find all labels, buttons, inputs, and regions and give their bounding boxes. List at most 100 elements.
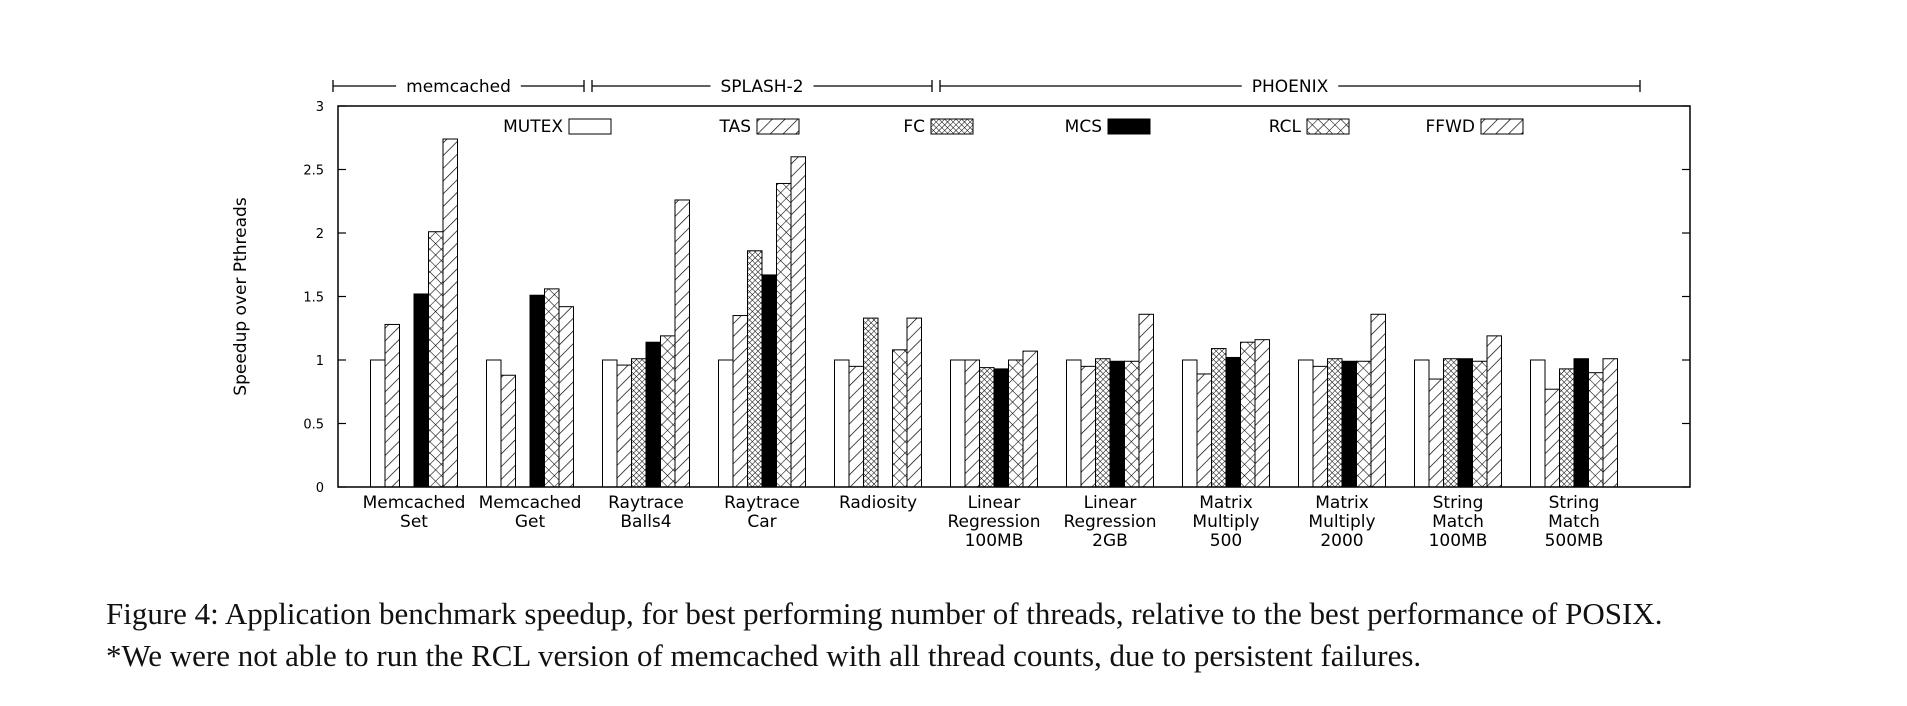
group-label-1: SPLASH-2: [720, 77, 803, 97]
bar-ffwd-1: [558, 306, 574, 488]
legend-swatch-fc: [930, 118, 974, 135]
bar-mutex-8: [1298, 359, 1314, 488]
legend-swatch-mutex: [568, 118, 612, 135]
category-label-line: Matrix: [1315, 493, 1369, 513]
bar-tas-0: [384, 323, 400, 488]
bar-mcs-0: [413, 293, 429, 488]
y-axis-label: Speedup over Pthreads: [231, 197, 251, 396]
bar-ffwd-9: [1486, 335, 1502, 488]
bar-mcs-7: [1225, 356, 1241, 488]
bar-mutex-7: [1182, 359, 1198, 488]
bar-mutex-9: [1414, 359, 1430, 488]
y-tick-label: 2.5: [303, 164, 324, 179]
bar-rcl-2: [660, 335, 676, 488]
category-label-line: Linear: [968, 493, 1021, 513]
category-label-line: 2000: [1320, 531, 1363, 551]
legend-label-rcl: RCL: [1269, 117, 1302, 137]
bar-fc-10: [1559, 368, 1575, 488]
bar-fc-9: [1443, 358, 1459, 488]
category-label-line: 100MB: [1429, 531, 1488, 551]
bar-mcs-6: [1109, 360, 1125, 488]
caption-line-1: Figure 4: Application benchmark speedup,…: [106, 596, 1663, 631]
bar-mcs-3: [761, 274, 777, 488]
category-label: Memcached Get: [479, 493, 582, 532]
plot-frame: [337, 105, 1691, 488]
bar-tas-6: [1080, 365, 1096, 488]
category-label-line: Matrix: [1199, 493, 1253, 513]
bar-mutex-3: [718, 359, 734, 488]
legend-label-mutex: MUTEX: [503, 117, 563, 137]
y-tick-label: 0: [316, 481, 324, 496]
bar-rcl-1: [544, 288, 560, 488]
legend-swatch-mcs: [1107, 118, 1151, 135]
category-label-line: 500: [1210, 531, 1242, 551]
bar-ffwd-4: [906, 317, 922, 488]
bar-mutex-1: [486, 359, 502, 488]
benchmark-groups: memcached SPLASH-2 PHOENIX: [332, 77, 1641, 97]
category-label-line: Balls4: [620, 512, 671, 532]
bar-rcl-3: [776, 182, 792, 488]
bars: [370, 138, 1618, 488]
bar-tas-10: [1544, 388, 1560, 488]
bar-rcl-6: [1124, 360, 1140, 488]
bar-mutex-6: [1066, 359, 1082, 488]
category-label-line: Regression: [1064, 512, 1157, 532]
bar-mcs-9: [1457, 358, 1473, 488]
category-label: Memcached Set: [363, 493, 466, 532]
bar-rcl-4: [892, 349, 908, 488]
y-tick-label: 3: [316, 100, 324, 115]
caption-line-2: *We were not able to run the RCL version…: [106, 638, 1422, 673]
y-tick-label: 1: [316, 354, 324, 369]
category-label: String Match 500MB: [1545, 493, 1604, 551]
category-label-line: String: [1433, 493, 1484, 513]
legend-swatch-rcl: [1306, 118, 1350, 135]
bar-fc-3: [747, 250, 763, 488]
bar-rcl-8: [1356, 360, 1372, 488]
bar-tas-2: [616, 364, 632, 488]
category-label-line: Match: [1548, 512, 1600, 532]
bar-tas-5: [964, 359, 980, 488]
category-label-line: 100MB: [965, 531, 1024, 551]
bar-fc-6: [1095, 358, 1111, 488]
group-label-0: memcached: [406, 77, 511, 97]
legend-label-tas: TAS: [719, 117, 752, 137]
y-tick-label: 1.5: [303, 291, 324, 306]
bar-ffwd-10: [1602, 358, 1618, 488]
bar-ffwd-7: [1254, 339, 1270, 488]
bar-mutex-0: [370, 359, 386, 488]
bar-tas-4: [848, 365, 864, 488]
legend-label-fc: FC: [903, 117, 925, 137]
bar-ffwd-0: [442, 138, 458, 488]
category-label: Raytrace Car: [724, 493, 800, 532]
bar-tas-9: [1428, 378, 1444, 488]
bar-fc-5: [979, 367, 995, 488]
legend-swatch-ffwd: [1480, 118, 1524, 135]
category-label-line: Radiosity: [839, 493, 917, 513]
legend-swatch-tas: [756, 118, 800, 135]
category-label-line: Match: [1432, 512, 1484, 532]
category-label-line: Memcached: [363, 493, 466, 513]
bar-rcl-9: [1472, 360, 1488, 488]
bar-mutex-5: [950, 359, 966, 488]
category-label-line: Get: [515, 512, 546, 532]
category-label-line: Multiply: [1308, 512, 1375, 532]
category-label-line: Linear: [1084, 493, 1137, 513]
bar-ffwd-2: [674, 199, 690, 488]
category-label-line: Set: [400, 512, 428, 532]
bar-rcl-7: [1240, 341, 1256, 488]
category-label: Matrix Multiply 500: [1192, 493, 1259, 551]
bar-mcs-10: [1573, 358, 1589, 488]
category-label-line: Raytrace: [724, 493, 800, 513]
bar-mcs-8: [1341, 360, 1357, 488]
y-tick-label: 2: [316, 227, 324, 242]
bar-mutex-2: [602, 359, 618, 488]
speedup-bar-chart: memcached SPLASH-2 PHOENIX 0 0.5 1 1.5 2 2.5 3 M…: [231, 77, 1691, 551]
category-label: Linear Regression 100MB: [948, 493, 1041, 551]
bar-mcs-1: [529, 294, 545, 488]
category-label-line: Multiply: [1192, 512, 1259, 532]
figure-caption: Figure 4: Application benchmark speedup,…: [106, 593, 1886, 677]
bar-ffwd-8: [1370, 313, 1386, 488]
bar-mcs-2: [645, 341, 661, 488]
legend-label-mcs: MCS: [1065, 117, 1102, 137]
